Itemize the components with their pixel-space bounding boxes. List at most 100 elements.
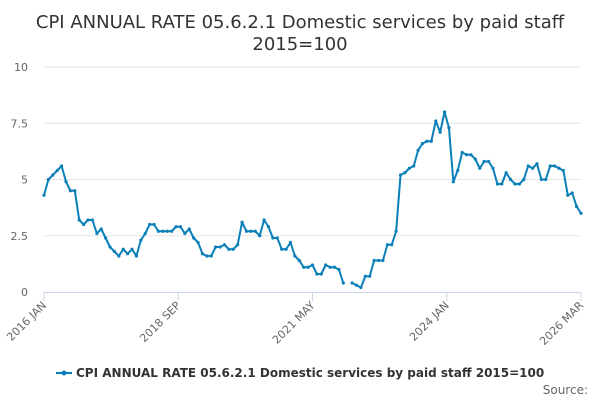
data-point[interactable] [324,263,328,267]
legend[interactable]: CPI ANNUAL RATE 05.6.2.1 Domestic servic… [56,366,544,380]
data-point[interactable] [174,225,178,229]
data-point[interactable] [513,182,517,186]
data-point[interactable] [280,247,284,251]
data-point[interactable] [42,193,46,197]
data-point[interactable] [112,249,117,254]
data-point[interactable] [460,150,464,155]
series-line[interactable] [43,111,582,289]
data-point[interactable] [456,168,460,173]
data-point[interactable] [139,238,143,242]
data-point[interactable] [95,231,99,236]
data-point[interactable] [403,171,407,175]
data-point[interactable] [425,139,429,143]
data-point[interactable] [271,236,275,240]
data-point[interactable] [73,189,77,193]
data-point[interactable] [165,229,169,233]
data-point[interactable] [99,227,103,231]
data-point[interactable] [412,164,416,168]
data-point[interactable] [526,164,530,168]
data-point[interactable] [539,177,543,182]
data-point[interactable] [363,274,367,278]
data-point[interactable] [500,182,504,186]
data-point[interactable] [319,272,323,276]
data-point[interactable] [244,229,249,233]
data-point[interactable] [68,189,73,193]
data-point[interactable] [478,166,482,170]
data-point[interactable] [64,180,68,184]
data-point[interactable] [429,139,433,143]
data-point[interactable] [557,166,561,170]
data-point[interactable] [209,254,213,258]
data-point[interactable] [473,157,477,161]
data-point[interactable] [187,227,191,231]
data-point[interactable] [306,265,310,269]
data-point[interactable] [407,166,411,170]
data-point[interactable] [328,265,332,269]
data-point[interactable] [227,247,231,251]
series-plot[interactable] [42,110,583,290]
data-point[interactable] [390,243,394,247]
data-point[interactable] [258,234,262,238]
data-point[interactable] [108,245,112,249]
data-point[interactable] [517,182,521,186]
data-point[interactable] [86,218,90,222]
data-point[interactable] [447,126,451,130]
data-point[interactable] [372,258,376,263]
data-point[interactable] [341,281,345,285]
data-point[interactable] [161,229,165,233]
data-point[interactable] [156,229,161,233]
data-point[interactable] [200,252,205,256]
data-point[interactable] [442,110,447,114]
data-point[interactable] [178,225,183,229]
data-point[interactable] [504,171,508,175]
data-point[interactable] [143,231,147,236]
data-point[interactable] [284,247,288,251]
data-point[interactable] [253,229,257,233]
data-point[interactable] [332,265,337,269]
data-point[interactable] [482,159,486,164]
data-point[interactable] [183,231,187,236]
data-point[interactable] [262,218,266,222]
data-point[interactable] [77,218,81,222]
data-point[interactable] [522,177,526,182]
data-point[interactable] [117,254,121,258]
data-point[interactable] [416,148,420,152]
data-point[interactable] [548,164,552,168]
data-point[interactable] [350,281,354,285]
data-point[interactable] [249,229,253,233]
data-point[interactable] [302,265,306,269]
data-point[interactable] [566,193,570,197]
data-point[interactable] [310,263,315,267]
data-point[interactable] [196,240,200,245]
data-point[interactable] [354,283,359,287]
data-point[interactable] [491,166,495,170]
data-point[interactable] [205,254,209,258]
data-point[interactable] [368,274,372,278]
data-point[interactable] [495,182,499,186]
data-point[interactable] [385,243,389,247]
data-point[interactable] [60,164,64,168]
data-point[interactable] [231,247,235,251]
data-point[interactable] [570,191,574,195]
data-point[interactable] [376,258,381,263]
data-point[interactable] [434,119,438,123]
data-point[interactable] [464,153,469,157]
data-point[interactable] [214,245,218,249]
data-point[interactable] [51,173,55,177]
data-point[interactable] [337,267,341,272]
data-point[interactable] [535,162,539,166]
data-point[interactable] [398,173,403,177]
data-point[interactable] [266,225,271,229]
data-point[interactable] [55,168,59,173]
data-point[interactable] [236,243,240,247]
data-point[interactable] [486,159,491,164]
data-point[interactable] [82,222,86,227]
data-point[interactable] [530,166,535,170]
data-point[interactable] [288,240,293,245]
data-point[interactable] [275,236,279,240]
data-point[interactable] [508,177,513,182]
data-point[interactable] [104,236,108,240]
data-point[interactable] [315,272,319,276]
data-point[interactable] [561,168,565,173]
data-point[interactable] [575,204,579,209]
